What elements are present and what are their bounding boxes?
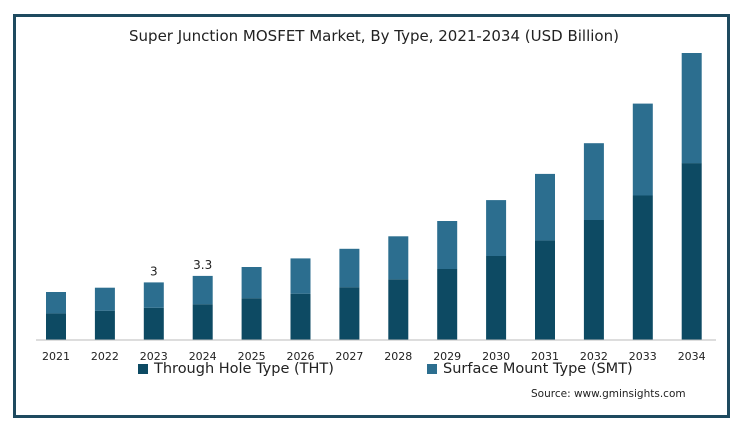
bar-smt-2027 [339,248,360,288]
bar-tht-2032 [583,220,604,340]
x-tick-label-2033: 2033 [629,350,657,363]
x-tick-label-2031: 2031 [531,350,559,363]
bar-tht-2025 [241,298,262,340]
bar-tht-2027 [339,287,360,340]
bar-smt-2028 [388,236,409,280]
x-tick-label-2029: 2029 [433,350,461,363]
bar-tht-2030 [486,256,507,340]
legend: Through Hole Type (THT) Surface Mount Ty… [0,361,748,383]
x-tick-labels: 2021 2022 2023 2024 2025 2026 2027 2028 2029 2030… [42,350,706,363]
bar-smt-2031 [535,173,555,241]
bar-tht-2033 [632,195,653,340]
bar-smt-2023 [143,282,164,308]
bar-smt-2030 [486,200,507,256]
x-tick-label-2024: 2024 [189,350,217,363]
legend-item-tht: Through Hole Type (THT) [138,361,334,377]
bar-tht-2031 [535,240,555,340]
bar-tht-2026 [290,293,311,340]
legend-item-smt: Surface Mount Type (SMT) [427,361,633,377]
x-tick-label-2025: 2025 [238,350,266,363]
bar-smt-2025 [241,267,262,299]
bar-smt-2034 [681,53,702,164]
data-label-2023: 3 [150,264,158,278]
x-tick-label-2023: 2023 [140,350,168,363]
bar-tht-2023 [143,307,164,340]
x-tick-label-2034: 2034 [678,350,706,363]
bar-smt-2026 [290,258,311,294]
bar-smt-2032 [583,143,604,220]
x-tick-label-2026: 2026 [287,350,315,363]
bar-smt-2022 [94,287,115,311]
legend-label-smt: Surface Mount Type (SMT) [443,361,633,377]
bar-tht-2034 [681,163,702,340]
bar-smt-2029 [437,221,458,269]
x-tick-label-2028: 2028 [384,350,412,363]
x-tick-label-2027: 2027 [335,350,363,363]
legend-swatch-smt [427,364,437,374]
data-labels: 3 3.3 [150,258,212,279]
source-note: Source: www.gminsights.com [531,388,686,400]
bar-tht-2024 [192,304,213,340]
bar-tht-2029 [437,269,458,340]
bar-smt-2033 [632,103,653,196]
chart-title: Super Junction MOSFET Market, By Type, 2… [129,27,619,45]
data-label-2024: 3.3 [193,258,212,272]
bar-smt-2021 [46,292,66,314]
legend-label-tht: Through Hole Type (THT) [154,361,334,377]
bar-tht-2022 [94,310,115,340]
bars-group [46,53,702,340]
bar-tht-2028 [388,279,409,340]
bar-smt-2024 [192,275,213,305]
x-tick-label-2021: 2021 [42,350,70,363]
x-tick-label-2032: 2032 [580,350,608,363]
x-tick-label-2022: 2022 [91,350,119,363]
bar-tht-2021 [46,313,66,340]
legend-swatch-tht [138,364,148,374]
x-tick-label-2030: 2030 [482,350,510,363]
chart-frame [13,14,730,418]
